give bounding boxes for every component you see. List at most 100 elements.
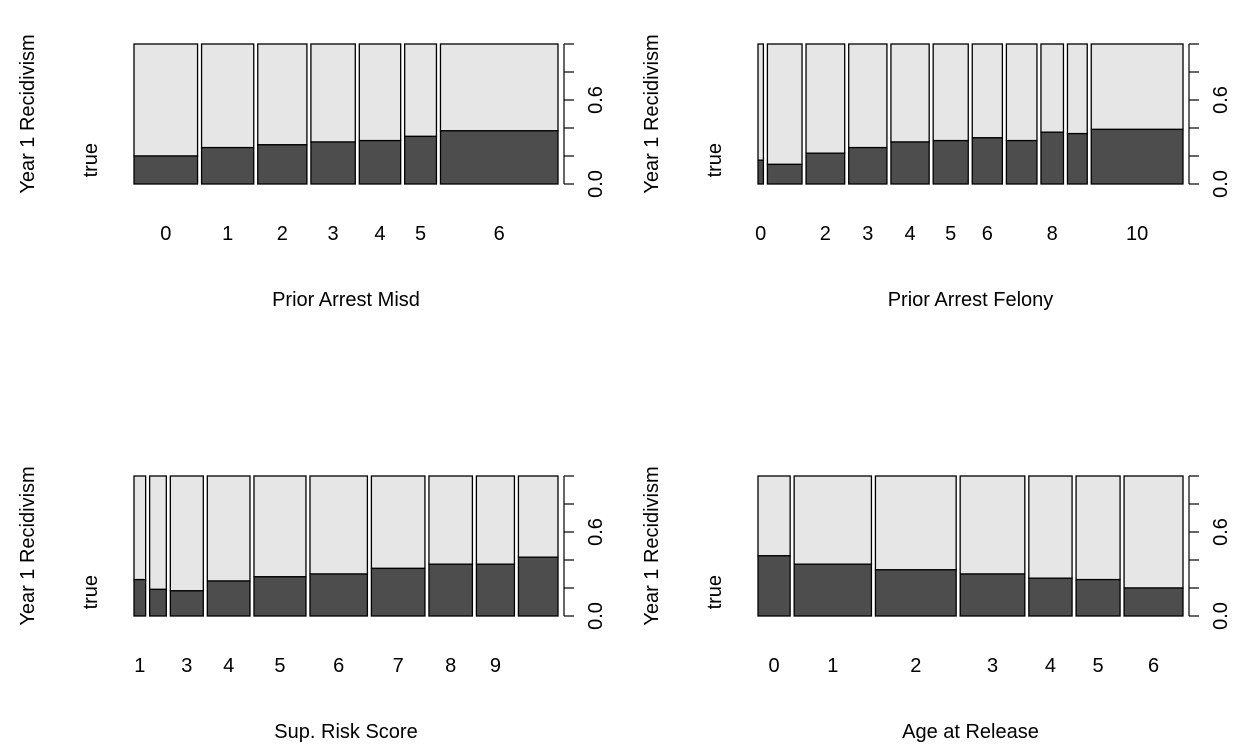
spine-positive (874, 569, 957, 617)
y-tick-label: 0.6 (1210, 86, 1232, 114)
x-axis-title: Prior Arrest Misd (272, 289, 420, 311)
x-tick-label: 0 (769, 655, 780, 677)
spine-positive (1040, 131, 1065, 185)
spine-negative (428, 475, 474, 565)
spine-positive (257, 144, 308, 185)
x-axis-title: Sup. Risk Score (274, 721, 417, 743)
spine-positive (200, 146, 255, 185)
spine-negative (971, 43, 1004, 139)
spine-positive (1090, 128, 1184, 185)
x-tick-label: 4 (904, 223, 915, 245)
x-tick-label: 3 (328, 223, 339, 245)
x-tick-label: 0 (160, 223, 171, 245)
spine-negative (1028, 475, 1073, 579)
x-tick-label: 1 (827, 655, 838, 677)
spine-negative (257, 43, 308, 146)
x-tick-label: 10 (1126, 223, 1148, 245)
spine-positive (439, 130, 559, 185)
x-tick-label: 5 (945, 223, 956, 245)
spine-positive (310, 141, 356, 185)
spine-negative (1075, 475, 1121, 581)
spine-positive (971, 137, 1004, 185)
y-level-label: true (704, 143, 726, 177)
spine-positive (805, 152, 846, 185)
x-tick-label: 9 (490, 655, 501, 677)
spine-positive (890, 141, 930, 185)
x-tick-label: 3 (987, 655, 998, 677)
spine-positive (309, 573, 369, 617)
spine-negative (148, 475, 167, 591)
y-axis-title: Year 1 Recidivism (641, 466, 663, 625)
spine-negative (309, 475, 369, 575)
x-tick-label: 3 (862, 223, 873, 245)
x-tick-label: 5 (1093, 655, 1104, 677)
y-tick-label: 0.0 (585, 170, 607, 198)
spine-positive (757, 159, 765, 185)
spine-positive (404, 135, 438, 185)
spine-positive (253, 576, 307, 617)
spine-positive (1066, 132, 1088, 185)
spine-positive (133, 578, 147, 617)
x-tick-label: 2 (277, 223, 288, 245)
spine-positive (757, 555, 791, 617)
spine-negative (1123, 475, 1184, 589)
x-tick-label: 5 (415, 223, 426, 245)
x-tick-label: 6 (333, 655, 344, 677)
spine-negative (932, 43, 969, 142)
spine-negative (404, 43, 438, 138)
spine-negative (310, 43, 356, 143)
x-tick-label: 6 (494, 223, 505, 245)
panel-1: 0 1 2 3 4 5 6 0.0 0.6 Year 1 Recidivism true Prior … (17, 34, 607, 311)
y-tick-label: 0.0 (1210, 602, 1232, 630)
spine-negative (805, 43, 846, 154)
spine-positive (766, 163, 803, 185)
x-axis-title: Prior Arrest Felony (888, 289, 1054, 311)
spine-negative (200, 43, 255, 149)
x-tick-label: 0 (755, 223, 766, 245)
spine-positive (358, 139, 402, 185)
spine-positive (1028, 577, 1073, 617)
spine-positive (206, 580, 251, 617)
spine-negative (959, 475, 1026, 575)
spine-positive (959, 573, 1026, 617)
spine-negative (133, 43, 199, 157)
spine-negative (874, 475, 957, 571)
y-axis-title: Year 1 Recidivism (17, 34, 39, 193)
spine-negative (848, 43, 888, 149)
spine-positive (517, 556, 559, 617)
spine-positive (932, 139, 969, 185)
spine-negative (475, 475, 516, 565)
spine-negative (757, 475, 791, 557)
spine-positive (848, 146, 888, 185)
panel-4: 0 1 2 3 4 5 6 0.0 0.6 Year 1 Recidivism true Age at… (641, 466, 1232, 743)
x-tick-label: 1 (222, 223, 233, 245)
spine-positive (475, 563, 516, 617)
x-tick-label: 6 (982, 223, 993, 245)
y-tick-label: 0.0 (585, 602, 607, 630)
spine-negative (766, 43, 803, 166)
y-axis-title: Year 1 Recidivism (17, 466, 39, 625)
spine-positive (793, 563, 873, 617)
spine-negative (757, 43, 765, 161)
x-tick-label: 5 (274, 655, 285, 677)
spine-negative (206, 475, 251, 582)
x-tick-label: 7 (393, 655, 404, 677)
spine-negative (1066, 43, 1088, 135)
spine-negative (1040, 43, 1065, 133)
y-tick-label: 0.6 (1210, 518, 1232, 546)
x-tick-label: 4 (223, 655, 234, 677)
x-tick-label: 4 (1045, 655, 1056, 677)
spine-negative (890, 43, 930, 143)
spine-positive (370, 567, 426, 617)
spine-positive (169, 590, 204, 617)
y-axis-title: Year 1 Recidivism (641, 34, 663, 193)
spine-negative (133, 475, 147, 581)
spine-negative (1090, 43, 1184, 131)
spine-negative (169, 475, 204, 592)
spine-negative (793, 475, 873, 565)
x-tick-label: 2 (910, 655, 921, 677)
y-level-label: true (80, 575, 102, 609)
spine-negative (253, 475, 307, 578)
x-tick-label: 2 (820, 223, 831, 245)
spine-positive (1005, 139, 1038, 185)
